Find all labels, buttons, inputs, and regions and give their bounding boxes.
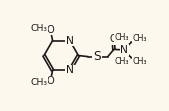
Text: CH₃: CH₃ — [115, 33, 129, 42]
Text: CH₃: CH₃ — [30, 24, 47, 33]
Text: CH₃: CH₃ — [30, 78, 47, 87]
Text: O: O — [46, 76, 54, 86]
Text: O: O — [46, 25, 54, 35]
Text: S: S — [93, 50, 101, 63]
Text: CH₃: CH₃ — [133, 34, 147, 43]
Text: N: N — [66, 65, 74, 75]
Text: N: N — [66, 36, 74, 46]
Text: O: O — [110, 34, 117, 44]
Text: CH₃: CH₃ — [115, 57, 129, 66]
Text: N: N — [120, 45, 128, 55]
Text: CH₃: CH₃ — [133, 57, 147, 66]
